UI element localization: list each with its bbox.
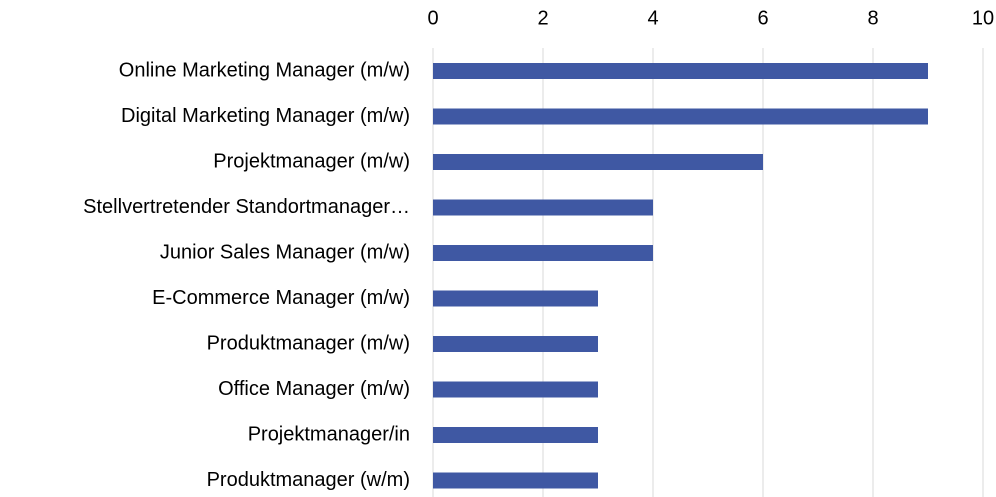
y-tick-label: Stellvertretender Standortmanager… — [83, 196, 410, 218]
bar — [433, 472, 598, 489]
bar — [433, 154, 763, 170]
x-tick-label: 2 — [537, 7, 548, 29]
x-tick-label: 10 — [972, 7, 994, 29]
bar — [433, 245, 653, 261]
y-tick-label: Projektmanager (m/w) — [213, 150, 410, 172]
x-tick-label: 4 — [647, 7, 658, 29]
bar — [433, 336, 598, 352]
bar — [433, 381, 598, 398]
bar — [433, 108, 928, 125]
bar — [433, 290, 598, 307]
y-tick-label: Digital Marketing Manager (m/w) — [121, 105, 410, 127]
bar — [433, 427, 598, 443]
x-tick-label: 8 — [867, 7, 878, 29]
y-tick-label: Office Manager (m/w) — [218, 378, 410, 400]
y-tick-label: E-Commerce Manager (m/w) — [152, 287, 410, 309]
y-tick-label: Online Marketing Manager (m/w) — [119, 59, 410, 81]
bar — [433, 199, 653, 216]
x-tick-label: 6 — [757, 7, 768, 29]
y-tick-label: Produktmanager (w/m) — [207, 469, 410, 491]
bar — [433, 63, 928, 79]
y-tick-label: Produktmanager (m/w) — [207, 332, 410, 354]
y-tick-label: Projektmanager/in — [248, 423, 410, 445]
y-tick-label: Junior Sales Manager (m/w) — [160, 241, 410, 263]
x-tick-label: 0 — [427, 7, 438, 29]
